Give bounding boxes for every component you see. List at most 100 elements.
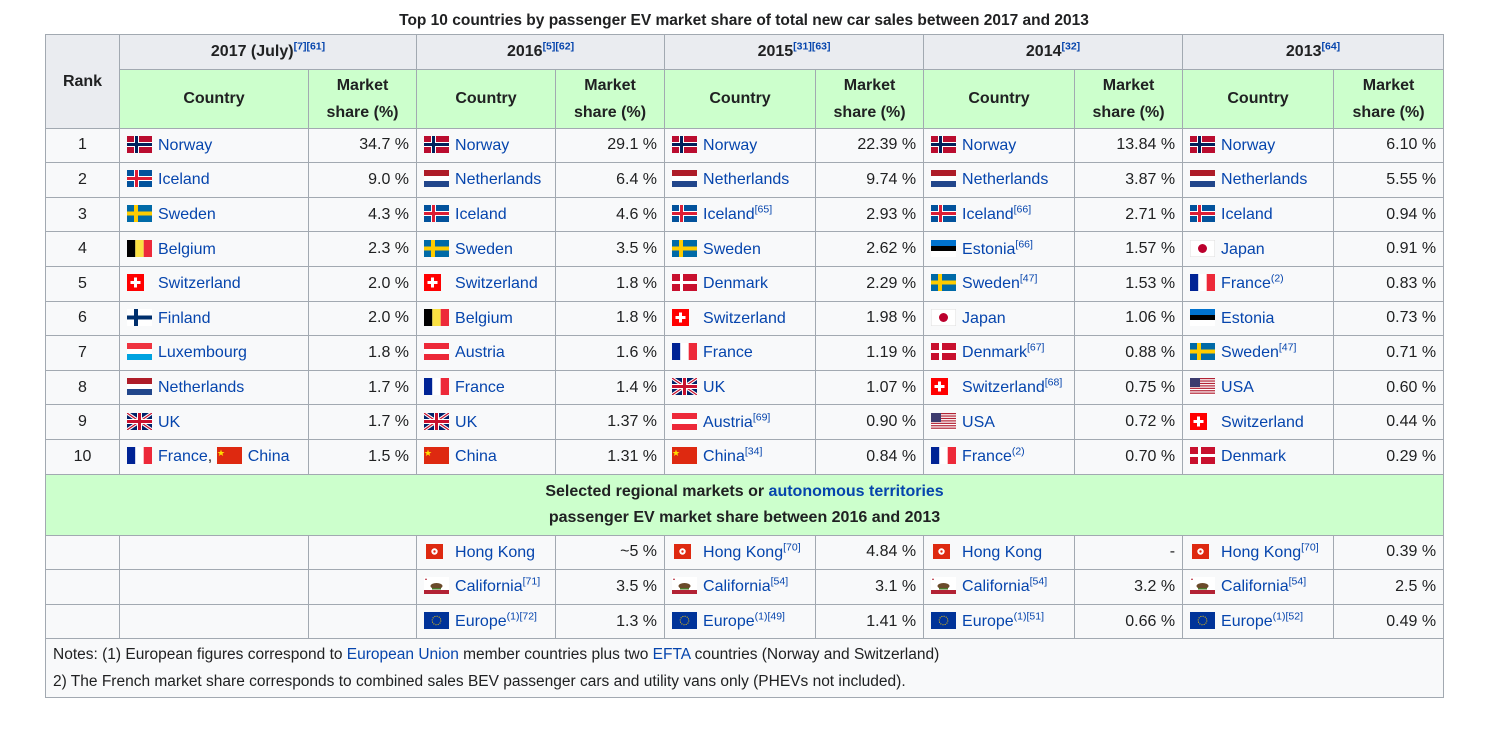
country-link[interactable]: China bbox=[247, 448, 290, 466]
reference-link[interactable]: [47] bbox=[1019, 272, 1038, 285]
empty-cell bbox=[119, 603, 309, 640]
country-cell: Netherlands bbox=[416, 162, 557, 198]
reference-link[interactable]: (2) bbox=[1270, 272, 1284, 285]
reference-link[interactable]: [66] bbox=[1013, 203, 1032, 216]
country-link[interactable]: China bbox=[455, 448, 497, 466]
country-link[interactable]: Europe bbox=[962, 613, 1014, 631]
country-link[interactable]: Hong Kong bbox=[962, 543, 1043, 561]
country-link[interactable]: California bbox=[962, 578, 1030, 596]
reference-link[interactable]: [47] bbox=[1278, 342, 1297, 355]
country-link[interactable]: Netherlands bbox=[455, 171, 542, 189]
country-link[interactable]: UK bbox=[703, 379, 726, 397]
reference-link[interactable]: [66] bbox=[1015, 238, 1033, 251]
country-link[interactable]: Norway bbox=[158, 136, 213, 154]
country-link[interactable]: Japan bbox=[1221, 240, 1265, 258]
year-refs[interactable]: [64] bbox=[1321, 40, 1341, 53]
reference-link[interactable]: [71] bbox=[522, 576, 541, 589]
country-link[interactable]: Iceland bbox=[962, 206, 1014, 224]
country-link[interactable]: China bbox=[703, 448, 745, 466]
country-link[interactable]: Hong Kong bbox=[703, 543, 784, 561]
eu-flag-icon bbox=[931, 612, 957, 630]
reference-link[interactable]: [70] bbox=[783, 541, 801, 554]
country-link[interactable]: Norway bbox=[962, 136, 1017, 154]
reference-link[interactable]: [65] bbox=[754, 203, 773, 216]
country-link[interactable]: Netherlands bbox=[962, 171, 1049, 189]
country-link[interactable]: California bbox=[1221, 578, 1289, 596]
country-link[interactable]: France bbox=[455, 379, 505, 397]
country-link[interactable]: Hong Kong bbox=[1221, 543, 1302, 561]
country-link[interactable]: Switzerland bbox=[455, 275, 538, 293]
market-share-column-header: Market share (%) bbox=[1074, 68, 1184, 129]
country-link[interactable]: Sweden bbox=[1221, 344, 1279, 362]
country-link[interactable]: Europe bbox=[703, 613, 755, 631]
country-link[interactable]: Austria bbox=[455, 344, 505, 362]
reference-link[interactable]: (1)[49] bbox=[754, 610, 785, 623]
reference-link[interactable]: [69] bbox=[752, 411, 771, 424]
country-link[interactable]: Europe bbox=[1221, 613, 1273, 631]
country-link[interactable]: Switzerland bbox=[1221, 413, 1304, 431]
reference-link[interactable]: [54] bbox=[770, 576, 789, 589]
reference-link[interactable]: [67] bbox=[1026, 342, 1045, 355]
country-link[interactable]: Denmark bbox=[1221, 448, 1286, 466]
country-link[interactable]: Hong Kong bbox=[455, 543, 536, 561]
country-link[interactable]: France bbox=[158, 448, 208, 466]
country-link[interactable]: USA bbox=[962, 413, 995, 431]
country-cell: Norway bbox=[923, 127, 1076, 164]
reference-link[interactable]: [70] bbox=[1301, 541, 1319, 554]
china-flag-icon bbox=[424, 447, 450, 465]
reference-link[interactable]: [54] bbox=[1288, 576, 1307, 589]
country-link[interactable]: Norway bbox=[455, 136, 510, 154]
year-refs[interactable]: [31][63] bbox=[793, 40, 831, 53]
autonomous-territories-link[interactable]: autonomous territories bbox=[768, 482, 944, 500]
country-link[interactable]: Finland bbox=[158, 309, 211, 327]
efta-link[interactable]: EFTA bbox=[652, 646, 691, 664]
country-link[interactable]: France bbox=[1221, 275, 1271, 293]
country-link[interactable]: Switzerland bbox=[158, 275, 241, 293]
country-link[interactable]: France bbox=[703, 344, 753, 362]
country-link[interactable]: Iceland bbox=[158, 171, 210, 189]
year-refs[interactable]: [32] bbox=[1061, 40, 1081, 53]
country-link[interactable]: Belgium bbox=[158, 240, 216, 258]
country-link[interactable]: Iceland bbox=[1221, 206, 1273, 224]
country-link[interactable]: Sweden bbox=[455, 240, 513, 258]
reference-link[interactable]: (1)[51] bbox=[1013, 610, 1044, 623]
country-link[interactable]: Netherlands bbox=[158, 379, 245, 397]
country-link[interactable]: Luxembourg bbox=[158, 344, 247, 362]
country-link[interactable]: Norway bbox=[703, 136, 758, 154]
reference-link[interactable]: [68] bbox=[1044, 376, 1063, 389]
reference-link[interactable]: [34] bbox=[744, 445, 763, 458]
country-link[interactable]: Sweden bbox=[703, 240, 761, 258]
country-link[interactable]: USA bbox=[1221, 379, 1254, 397]
country-link[interactable]: California bbox=[455, 578, 523, 596]
country-link[interactable]: Austria bbox=[703, 413, 753, 431]
country-link[interactable]: Japan bbox=[962, 309, 1006, 327]
country-link[interactable]: Iceland bbox=[455, 206, 507, 224]
country-link[interactable]: Europe bbox=[455, 613, 507, 631]
european-union-link[interactable]: European Union bbox=[346, 646, 459, 664]
country-link[interactable]: Netherlands bbox=[1221, 171, 1308, 189]
country-link[interactable]: California bbox=[703, 578, 771, 596]
country-link[interactable]: Sweden bbox=[158, 206, 216, 224]
country-link[interactable]: Switzerland bbox=[962, 379, 1045, 397]
country-link[interactable]: Norway bbox=[1221, 136, 1276, 154]
reference-link[interactable]: (2) bbox=[1011, 445, 1025, 458]
year-refs[interactable]: [7][61] bbox=[293, 40, 326, 53]
california-flag-icon bbox=[931, 577, 957, 595]
year-refs[interactable]: [5][62] bbox=[542, 40, 575, 53]
reference-link[interactable]: (1)[52] bbox=[1272, 610, 1303, 623]
country-link[interactable]: Iceland bbox=[703, 206, 755, 224]
country-link[interactable]: Estonia bbox=[962, 240, 1016, 258]
country-link[interactable]: Switzerland bbox=[703, 309, 786, 327]
reference-link[interactable]: (1)[72] bbox=[506, 610, 537, 623]
reference-link[interactable]: [54] bbox=[1029, 576, 1048, 589]
country-link[interactable]: Estonia bbox=[1221, 309, 1275, 327]
country-link[interactable]: UK bbox=[158, 413, 181, 431]
country-link[interactable]: Netherlands bbox=[703, 171, 790, 189]
country-link[interactable]: Belgium bbox=[455, 309, 513, 327]
country-link[interactable]: Denmark bbox=[962, 344, 1027, 362]
country-link[interactable]: UK bbox=[455, 413, 478, 431]
country-link[interactable]: France bbox=[962, 448, 1012, 466]
country-link[interactable]: Sweden bbox=[962, 275, 1020, 293]
empty-cell bbox=[307, 569, 418, 605]
country-link[interactable]: Denmark bbox=[703, 275, 768, 293]
